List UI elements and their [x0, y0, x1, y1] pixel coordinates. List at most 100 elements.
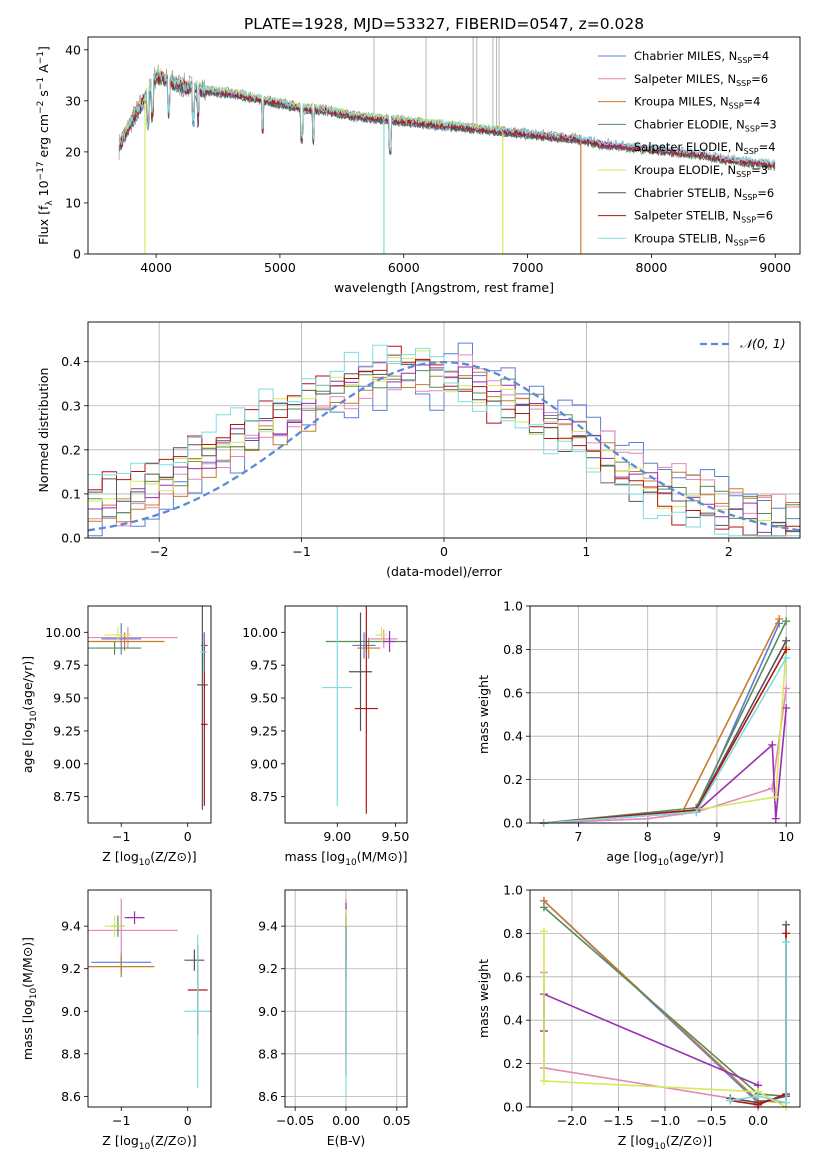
residuals-frame — [87, 321, 801, 539]
residuals-xtick-label: −1 — [292, 544, 310, 559]
age_vs_Z-ytick-label: 8.75 — [53, 789, 81, 804]
spectrum-xtick-label: 6000 — [388, 260, 420, 275]
mass_vs_EBV-xtick-label: −0.05 — [276, 1113, 314, 1128]
label-part: 10 — [658, 858, 670, 868]
label-part: A — [36, 64, 51, 77]
mass_vs_EBV-xtick-label: 0.00 — [332, 1113, 360, 1128]
spectrum-xtick-label: 5000 — [264, 260, 296, 275]
legend-label-part: SSP — [729, 102, 744, 111]
spectrum-ylabel: Flux [fλ 10−17 erg cm−2 s−1 A−1] — [36, 46, 55, 245]
age_vs_mass-ytick-label: 8.75 — [250, 789, 278, 804]
massweight_vs_Z-marker — [539, 1076, 548, 1085]
label-part: −1 — [36, 51, 46, 64]
massweight_vs_Z-marker — [782, 1098, 791, 1107]
label-part: Z [ — [618, 1133, 635, 1148]
age_vs_Z-points — [88, 606, 208, 810]
mass_vs_EBV-ytick-label: 8.8 — [258, 1046, 278, 1061]
spectrum-model-line — [118, 67, 776, 166]
massweight_vs_age-marker — [782, 645, 791, 654]
spectrum-model-line — [118, 73, 776, 171]
spectrum-xlabel: wavelength [Angstrom, rest frame] — [334, 280, 554, 295]
mass_vs_EBV-ytick-label: 9.0 — [258, 1004, 278, 1019]
label-part: 10 — [29, 710, 39, 722]
label-part: 10 — [654, 1142, 666, 1152]
residuals-histograms — [88, 342, 800, 538]
mass_vs_Z-ylabel: mass [log10(M/M⊙)] — [20, 937, 39, 1060]
age_vs_Z-ytick-label: 9.25 — [53, 723, 81, 738]
massweight_vs_age-ytick-label: 0.2 — [503, 772, 523, 787]
label-part: Flux [f — [36, 205, 51, 245]
massweight_vs_Z-ytick-label: 0.8 — [503, 926, 523, 941]
massweight_vs_age-ytick-label: 0.8 — [503, 642, 523, 657]
age_vs_mass-ytick-label: 9.25 — [250, 723, 278, 738]
legend-label-part: SSP — [745, 124, 760, 133]
age_vs_Z-ytick-label: 9.75 — [53, 658, 81, 673]
label-part: (Z/Z⊙)] — [666, 1133, 712, 1148]
label-part: (data-model)/error — [386, 564, 503, 579]
age_vs_Z-ylabel: age [log10(age/yr)] — [20, 656, 39, 773]
label-part: log — [638, 849, 657, 864]
massweight_vs_age-marker — [775, 615, 784, 624]
label-part: (M/M⊙)] — [357, 849, 408, 864]
legend-label-part: Salpeter MILES, N — [634, 72, 736, 86]
age_vs_Z-frame — [87, 605, 212, 824]
legend-label: Salpeter MILES, NSSP=6 — [634, 72, 768, 88]
legend-label-part: Kroupa MILES, N — [634, 95, 729, 109]
residuals-xlabel: (data-model)/error — [386, 564, 503, 579]
mass_vs_EBV-frame — [284, 889, 408, 1108]
age_vs_mass-ytick-label: 10.00 — [242, 625, 278, 640]
label-part: (Z/Z⊙)] — [150, 849, 196, 864]
age_vs_Z-xtick-label: −1 — [112, 829, 130, 844]
legend-label-part: SSP — [736, 79, 751, 88]
residuals-xtick-label: 0 — [440, 544, 448, 559]
massweight_vs_Z-xtick-label: 0.0 — [748, 1113, 768, 1128]
age_vs_mass-frame — [284, 605, 408, 824]
massweight_vs_age-marker — [782, 617, 791, 626]
spectrum-ytick-label: 0 — [73, 247, 81, 262]
legend-label-part: SSP — [744, 147, 759, 156]
massweight_vs_Z-xtick-label: −1.5 — [603, 1113, 633, 1128]
age_vs_mass-xlabel: mass [log10(M/M⊙)] — [284, 849, 407, 868]
massweight_vs_Z-marker — [782, 929, 791, 938]
massweight_vs_age-ytick-label: 0.6 — [503, 685, 523, 700]
age_vs_Z-ytick-label: 10.00 — [45, 625, 81, 640]
mass_vs_Z-ytick-label: 9.0 — [61, 1004, 81, 1019]
legend-label: Kroupa STELIB, NSSP=6 — [634, 231, 765, 247]
mass_vs_Z-ytick-label: 9.4 — [61, 919, 81, 934]
legend-label: Chabrier MILES, NSSP=4 — [634, 49, 769, 65]
mass_vs_Z-axes: −1 0 8.6 8.8 9.0 9.2 9.4 — [61, 919, 192, 1128]
label-part: −2 — [36, 101, 46, 114]
mass_vs_Z-frame — [87, 889, 212, 1108]
legend-label-part: Chabrier MILES, N — [634, 49, 737, 63]
legend-label-part: =4 — [759, 140, 776, 154]
age_vs_mass-xtick-label: 9.00 — [323, 829, 351, 844]
spectrum-ytick-label: 10 — [65, 195, 81, 210]
legend-label-part: Chabrier ELODIE, N — [634, 117, 745, 131]
label-part: −1 — [36, 77, 46, 90]
legend-label: Chabrier STELIB, NSSP=6 — [634, 186, 774, 202]
legend-label-part: =6 — [749, 231, 766, 245]
massweight_vs_Z-xtick-label: −1.0 — [650, 1113, 680, 1128]
label-part: log — [20, 722, 35, 741]
age_vs_mass-ytick-label: 9.75 — [250, 658, 278, 673]
label-part: log — [20, 999, 35, 1018]
label-part: mass weight — [476, 959, 491, 1038]
spectrum-lines — [118, 37, 776, 254]
legend-label-part: Kroupa STELIB, N — [634, 231, 734, 245]
massweight_vs_Z-series-line — [730, 942, 787, 1104]
massweight_vs_Z-xtick-label: −2.0 — [557, 1113, 587, 1128]
massweight_vs_Z-ytick-label: 0.4 — [503, 1013, 523, 1028]
mass_vs_Z-ytick-label: 9.2 — [61, 961, 81, 976]
spectrum-ytick-label: 20 — [65, 144, 81, 159]
massweight_vs_Z-ytick-label: 1.0 — [503, 883, 523, 898]
massweight_vs_age-series-line — [543, 707, 787, 824]
legend-label-part: =3 — [751, 163, 768, 177]
legend-label-part: SSP — [742, 193, 757, 202]
label-part: log — [635, 1133, 654, 1148]
legend-label: Kroupa ELODIE, NSSP=3 — [634, 163, 768, 179]
residuals-ytick-label: 0.4 — [61, 354, 81, 369]
massweight_vs_Z-marker — [539, 927, 548, 936]
legend-label-part: SSP — [741, 216, 756, 225]
massweight_vs_age-marker — [768, 740, 777, 749]
